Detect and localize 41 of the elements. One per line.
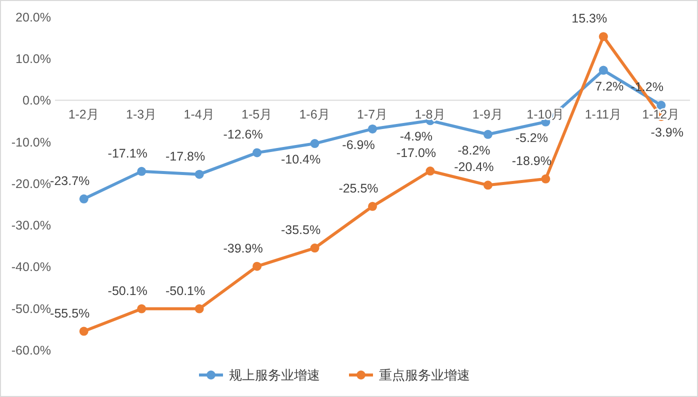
- data-label: 7.2%: [595, 79, 624, 94]
- y-tick-label: -20.0%: [11, 176, 51, 191]
- data-label: -5.2%: [515, 130, 548, 145]
- data-label: 15.3%: [572, 12, 608, 26]
- data-label: -23.7%: [50, 174, 90, 188]
- x-tick-label: 1-5月: [242, 107, 273, 122]
- x-tick-label: 1-3月: [126, 107, 158, 122]
- x-tick-label: 1-9月: [472, 107, 504, 122]
- x-tick-label: 1-2月: [68, 107, 100, 122]
- data-label: -12.6%: [223, 128, 263, 142]
- legend-label: 重点服务业增速: [379, 368, 470, 383]
- data-label: -6.9%: [342, 138, 375, 152]
- data-label: -18.9%: [512, 154, 552, 168]
- y-tick-label: -40.0%: [11, 260, 51, 274]
- data-label: -4.9%: [400, 130, 433, 144]
- y-tick-label: -30.0%: [11, 218, 51, 232]
- data-label: -55.5%: [50, 306, 90, 320]
- data-label: -3.9%: [650, 125, 684, 140]
- y-tick-label: -10.0%: [11, 135, 51, 150]
- data-label: -17.8%: [166, 149, 206, 164]
- data-label: -50.1%: [166, 284, 206, 298]
- x-tick-label: 1-8月: [414, 107, 446, 122]
- x-tick-label: 1-11月: [584, 107, 622, 122]
- data-label: -8.2%: [458, 143, 490, 158]
- y-tick-label: -60.0%: [11, 343, 51, 358]
- y-tick-label: 20.0%: [16, 10, 51, 24]
- x-tick-label: 1-6月: [299, 107, 330, 122]
- data-label: -20.4%: [454, 160, 494, 174]
- data-label: -10.4%: [280, 152, 321, 167]
- data-label: -39.9%: [223, 241, 263, 256]
- data-label: -35.5%: [280, 223, 321, 238]
- y-tick-label: 10.0%: [16, 52, 51, 66]
- data-label: -17.1%: [108, 146, 148, 160]
- x-tick-label: 1-7月: [356, 107, 388, 122]
- y-tick-label: 0.0%: [22, 94, 51, 108]
- data-label: -17.0%: [396, 146, 436, 160]
- x-tick-label: 1-4月: [184, 107, 215, 122]
- legend-label: 规上服务业增速: [229, 368, 320, 383]
- y-tick-label: -50.0%: [11, 302, 51, 316]
- data-label: -25.5%: [338, 181, 378, 196]
- data-label: -50.1%: [108, 284, 148, 298]
